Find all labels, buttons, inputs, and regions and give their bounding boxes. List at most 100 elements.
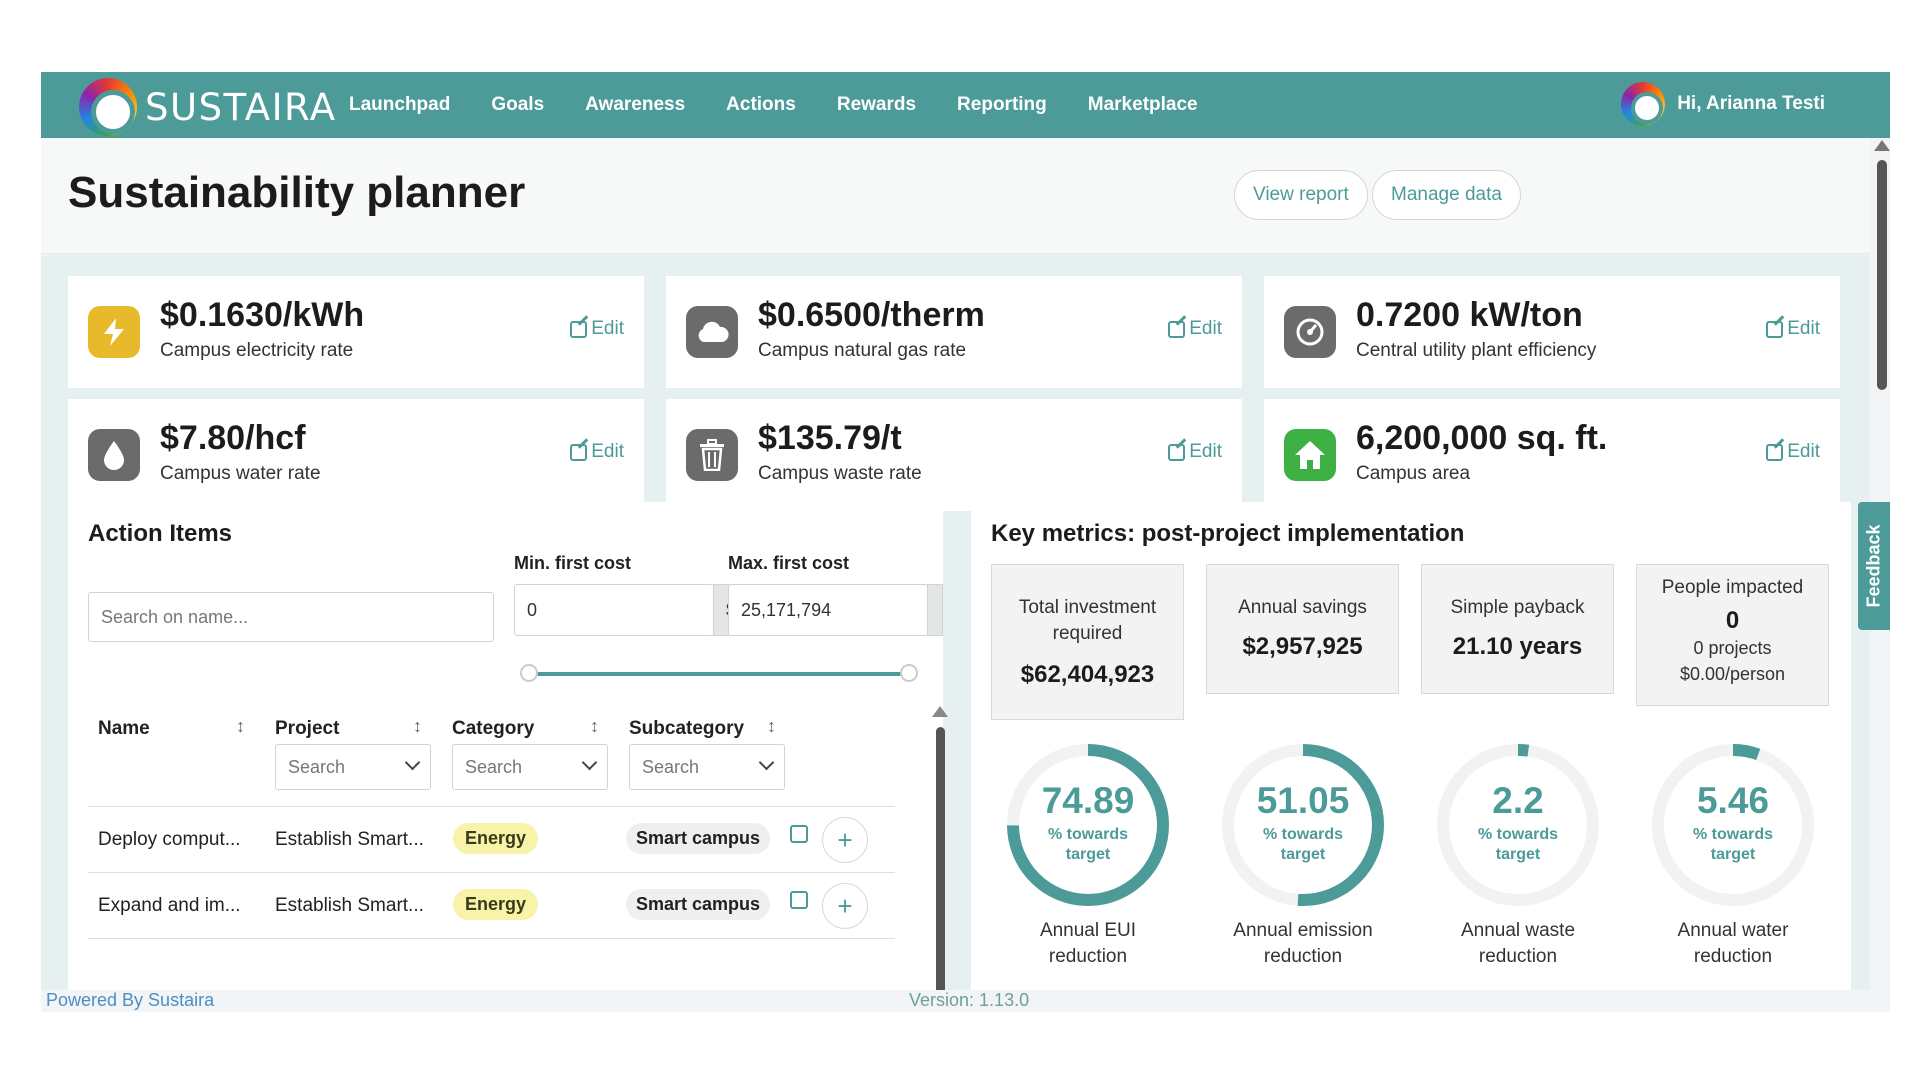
annual-savings-label: Annual savings (1238, 597, 1367, 618)
edit-gas-button[interactable]: Edit (1168, 318, 1222, 340)
col-header-subcategory[interactable]: Subcategory (629, 718, 745, 739)
gauge-eui-sub: % towards target (1048, 826, 1129, 863)
campus-area-label: Campus area (1356, 463, 1471, 484)
edit-electricity-button[interactable]: Edit (570, 318, 624, 340)
people-impacted-label: People impacted (1661, 577, 1804, 598)
category-badge: Energy (453, 889, 539, 920)
nav-reporting[interactable]: Reporting (957, 94, 1047, 115)
subcategory-badge: Smart campus (626, 823, 771, 854)
water-drop-icon (88, 429, 140, 481)
row-name: Expand and im... (98, 895, 241, 916)
sort-subcategory-icon[interactable]: ↕ (767, 716, 776, 736)
people-impacted-box: People impacted 0 0 projects $0.00/perso… (1636, 564, 1829, 706)
scroll-up-arrow[interactable] (1874, 140, 1890, 151)
trash-icon (686, 429, 738, 481)
avatar (1621, 82, 1666, 126)
gauge-icon (1284, 306, 1336, 358)
sort-project-icon[interactable]: ↕ (413, 716, 422, 736)
external-link-icon[interactable] (790, 891, 808, 909)
edit-plant-efficiency-button[interactable]: Edit (1766, 318, 1820, 340)
gauge-waste-ring (1437, 744, 1599, 906)
rate-card-plant-efficiency: 0.7200 kW/ton Central utility plant effi… (1264, 276, 1840, 388)
feedback-tab[interactable]: Feedback (1858, 502, 1890, 630)
category-filter-select[interactable]: Search (452, 744, 608, 790)
table-row-partial[interactable] (88, 938, 895, 1004)
external-link-icon[interactable] (790, 825, 808, 843)
cost-range-slider[interactable] (528, 672, 908, 676)
table-row[interactable]: Deploy comput... Establish Smart... Ener… (88, 806, 895, 872)
min-cost-input[interactable]: 0 (514, 584, 714, 636)
gauge-water-ring (1652, 744, 1814, 906)
gas-rate-value: $0.6500/therm (758, 296, 985, 334)
gauge-eui-label: Annual EUI reduction (1039, 920, 1137, 967)
category-filter-placeholder: Search (465, 756, 523, 777)
view-report-button[interactable]: View report (1234, 170, 1368, 220)
main-menu: Launchpad Goals Awareness Actions Reward… (349, 72, 1239, 138)
edit-area-button[interactable]: Edit (1766, 441, 1820, 463)
gauge-waste-sub: % towards target (1478, 826, 1559, 863)
gauge-progress-arc (1652, 744, 1814, 906)
gauge-emission-sub: % towards target (1263, 826, 1344, 863)
chevron-down-icon (581, 754, 598, 771)
electricity-rate-value: $0.1630/kWh (160, 296, 365, 334)
slider-max-handle[interactable] (900, 664, 918, 682)
sort-name-icon[interactable]: ↕ (236, 716, 245, 736)
edit-label: Edit (1787, 441, 1820, 462)
edit-icon (1168, 320, 1186, 338)
total-investment-label: Total investment required (1018, 597, 1157, 644)
nav-rewards[interactable]: Rewards (836, 94, 917, 115)
edit-icon (1766, 320, 1784, 338)
col-header-project[interactable]: Project (275, 718, 340, 739)
nav-goals[interactable]: Goals (491, 94, 545, 115)
nav-marketplace[interactable]: Marketplace (1087, 94, 1198, 115)
gauge-waste-value: 2.2 (1492, 780, 1544, 821)
rate-card-electricity: $0.1630/kWh Campus electricity rate Edit (68, 276, 644, 388)
page-scrollbar[interactable] (1874, 140, 1890, 1000)
logo-mark-icon (79, 78, 137, 136)
max-cost-label: Max. first cost (728, 553, 850, 573)
add-action-button[interactable]: + (822, 817, 868, 863)
add-action-button[interactable]: + (822, 883, 868, 929)
total-investment-value: $62,404,923 (1020, 661, 1155, 688)
action-items-panel: Action Items Search on name... Min. firs… (68, 502, 948, 1012)
gauge-waste: 2.2 % towards target Annual waste reduct… (1428, 740, 1608, 970)
edit-label: Edit (591, 318, 624, 339)
edit-waste-button[interactable]: Edit (1168, 441, 1222, 463)
cloud-icon (686, 306, 738, 358)
table-scroll-up[interactable] (932, 706, 948, 717)
gauge-eui-ring (1007, 744, 1169, 906)
edit-icon (1766, 443, 1784, 461)
nav-actions[interactable]: Actions (726, 94, 796, 115)
project-filter-select[interactable]: Search (275, 744, 431, 790)
nav-launchpad[interactable]: Launchpad (349, 94, 451, 115)
sort-category-icon[interactable]: ↕ (590, 716, 599, 736)
max-cost-input[interactable]: 25,171,794 (728, 584, 928, 636)
table-row[interactable]: Expand and im... Establish Smart... Ener… (88, 872, 895, 938)
simple-payback-value: 21.10 years (1452, 633, 1583, 660)
col-header-category[interactable]: Category (452, 718, 535, 739)
col-header-name[interactable]: Name (98, 718, 150, 739)
gauge-eui-value: 74.89 (1041, 780, 1135, 821)
max-cost-currency (927, 584, 943, 636)
page-header: Sustainability planner View report Manag… (41, 138, 1870, 254)
scroll-thumb[interactable] (1877, 160, 1887, 390)
projects-count: 0 projects (1693, 638, 1772, 658)
people-impacted-value: 0 (1725, 607, 1740, 634)
gauge-water-label: Annual water reduction (1677, 920, 1789, 967)
user-menu[interactable]: Hi, Arianna Testi (1621, 82, 1825, 126)
subcategory-filter-select[interactable]: Search (629, 744, 785, 790)
powered-by-link[interactable]: Powered By Sustaira (46, 990, 215, 1010)
edit-label: Edit (1189, 441, 1222, 462)
manage-data-button[interactable]: Manage data (1372, 170, 1521, 220)
simple-payback-label: Simple payback (1450, 597, 1585, 618)
version-text: Version: 1.13.0 (909, 990, 1030, 1010)
slider-min-handle[interactable] (520, 664, 538, 682)
table-scrollbar[interactable] (936, 727, 945, 1012)
chevron-down-icon (758, 754, 775, 771)
edit-icon (570, 320, 588, 338)
nav-awareness[interactable]: Awareness (585, 94, 686, 115)
action-search-input[interactable]: Search on name... (88, 592, 494, 642)
logo[interactable]: SUSTAIRA (79, 78, 337, 136)
top-nav: SUSTAIRA Launchpad Goals Awareness Actio… (41, 72, 1890, 138)
edit-water-button[interactable]: Edit (570, 441, 624, 463)
